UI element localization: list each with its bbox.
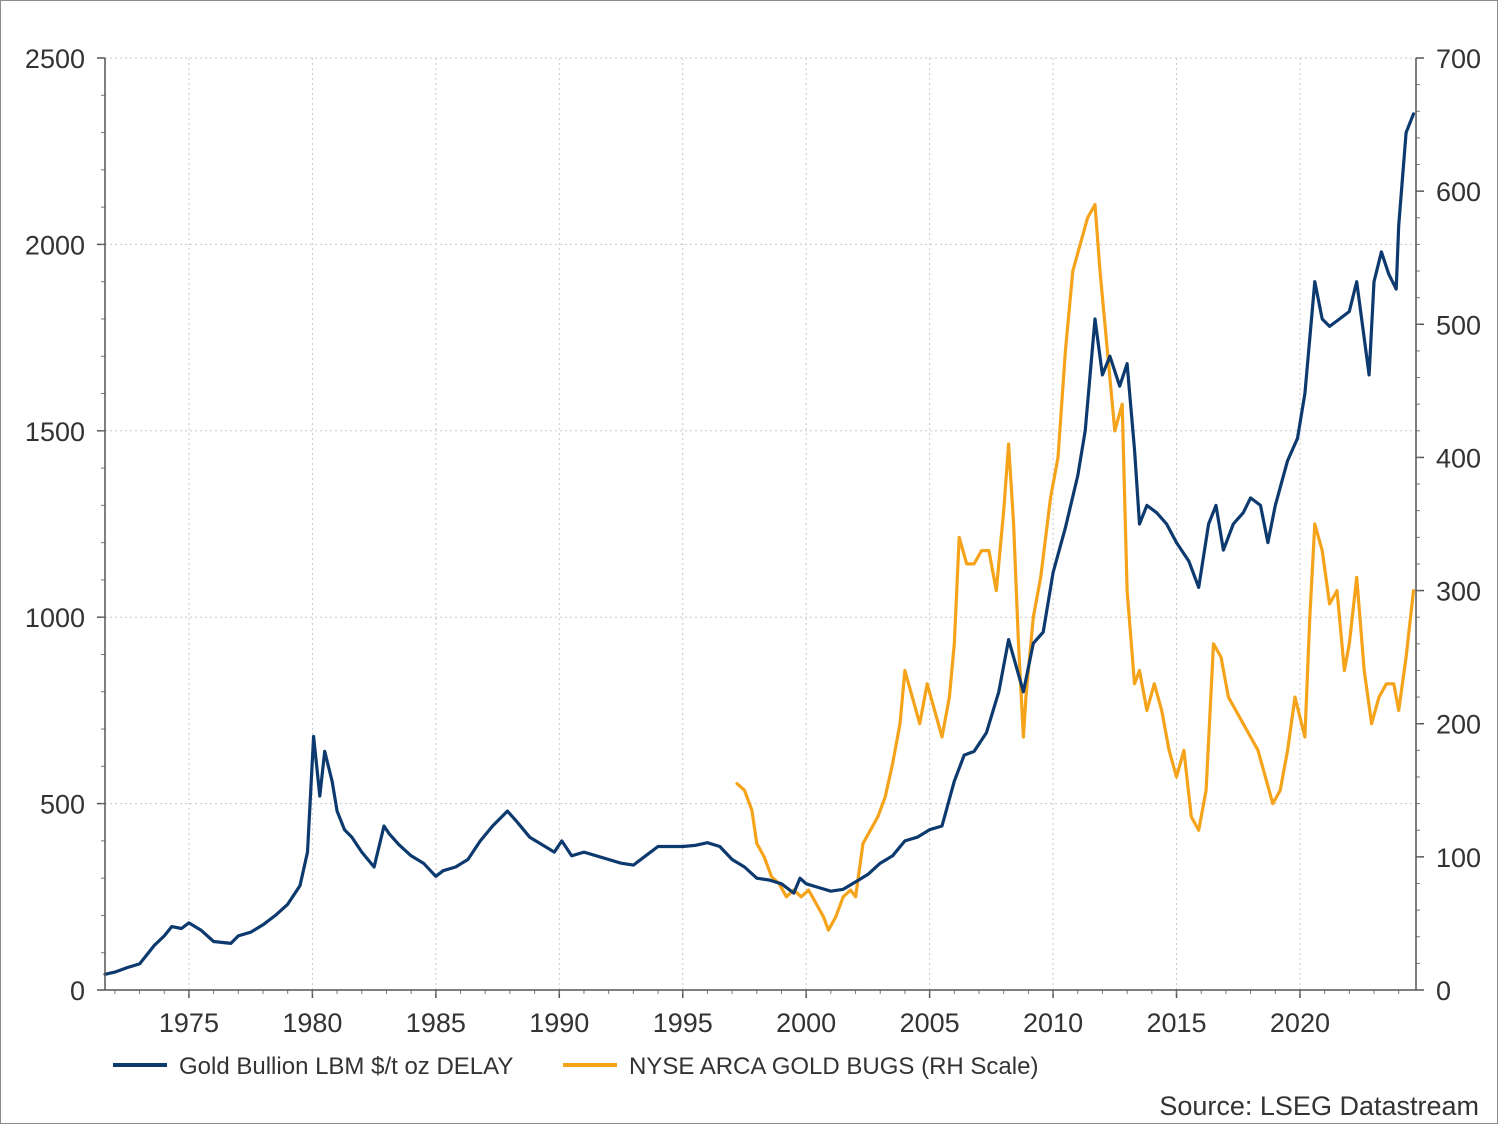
y-left-tick-label: 1500 [25,417,85,447]
y-left-tick-label: 1000 [25,603,85,633]
x-tick-label: 2015 [1146,1008,1206,1038]
y-left-tick-label: 0 [70,976,85,1006]
y-right-tick-label: 100 [1436,843,1481,873]
source-label: Source: LSEG Datastream [1159,1091,1479,1121]
x-tick-label: 1975 [159,1008,219,1038]
series-line-gold-bugs [735,202,1416,932]
grid [105,57,1416,990]
y-right-tick-label: 400 [1436,443,1481,473]
y-left-tick-label: 500 [40,790,85,820]
y-right-tick-label: 500 [1436,310,1481,340]
x-tick-label: 1985 [406,1008,466,1038]
x-tick-label: 2000 [776,1008,836,1038]
y-right-tick-label: 700 [1436,44,1481,74]
y-right-tick-label: 300 [1436,577,1481,607]
legend-label-gold-bullion: Gold Bullion LBM $/t oz DELAY [179,1053,513,1080]
series-line-gold-bullion [103,112,1416,976]
legend: Gold Bullion LBM $/t oz DELAY NYSE ARCA … [113,1053,1038,1080]
legend-label-gold-bugs: NYSE ARCA GOLD BUGS (RH Scale) [629,1053,1038,1080]
x-tick-label: 2005 [900,1008,960,1038]
y-right-tick-label: 200 [1436,710,1481,740]
x-tick-label: 1995 [653,1008,713,1038]
y-right-tick-label: 0 [1436,976,1451,1006]
x-tick-label: 1980 [282,1008,342,1038]
y-right-tick-label: 600 [1436,177,1481,207]
x-tick-label: 2010 [1023,1008,1083,1038]
y-left-tick-label: 2000 [25,230,85,260]
axes: 1975 1980 1985 1990 1995 2000 2005 2010 2015 2020… [25,44,1481,1038]
y-left-tick-label: 2500 [25,44,85,74]
x-tick-label: 2020 [1270,1008,1330,1038]
series-layer [103,112,1416,976]
x-tick-label: 1990 [529,1008,589,1038]
